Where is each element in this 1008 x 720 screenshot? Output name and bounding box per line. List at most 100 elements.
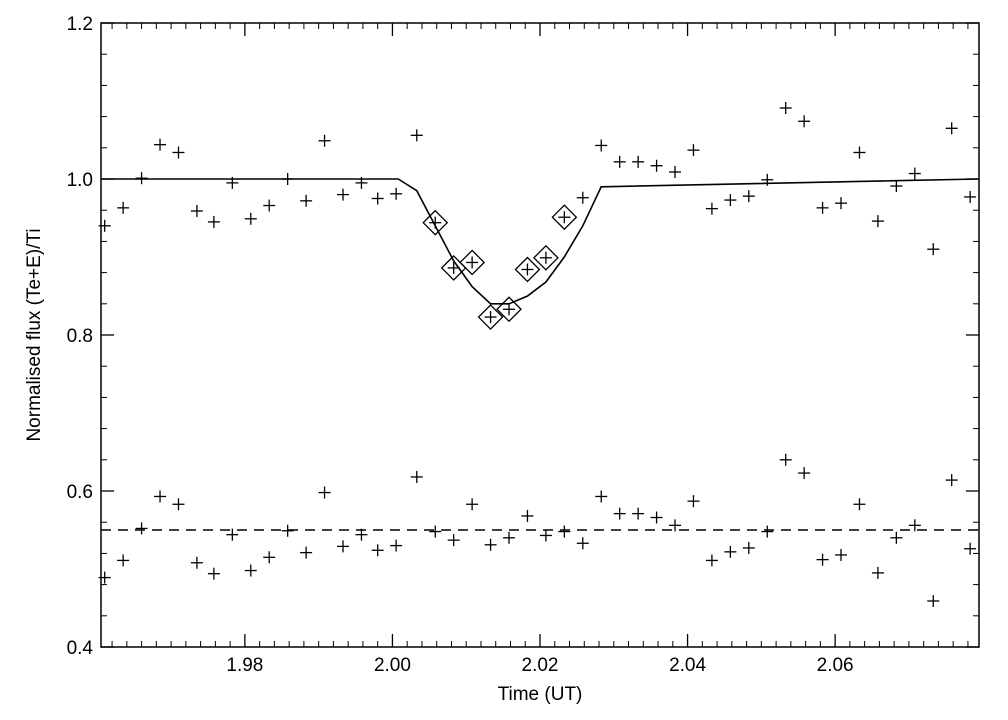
data-point-plus-0 [172, 146, 185, 159]
data-point-plus-0 [890, 180, 903, 193]
data-point-plus-0 [429, 216, 442, 229]
data-point-plus-0 [154, 138, 167, 151]
data-point-plus-1 [687, 495, 700, 508]
data-point-plus-0 [337, 188, 350, 201]
data-point-plus-1 [190, 556, 203, 569]
data-point-plus-0 [98, 219, 111, 232]
data-point-plus-0 [724, 194, 737, 207]
data-point-plus-0 [779, 102, 792, 115]
data-point-plus-0 [190, 204, 203, 217]
data-point-plus-0 [835, 197, 848, 210]
data-point-plus-1 [355, 528, 368, 541]
data-point-plus-1 [945, 474, 958, 487]
data-point-plus-0 [263, 199, 276, 212]
data-point-plus-0 [484, 311, 497, 324]
data-point-plus-1 [724, 545, 737, 558]
data-point-plus-1 [816, 553, 829, 566]
data-point-plus-1 [484, 538, 497, 551]
x-tick-label: 2.02 [522, 655, 559, 676]
data-point-plus-0 [816, 201, 829, 214]
data-point-plus-0 [135, 172, 148, 185]
data-point-plus-1 [503, 531, 516, 544]
data-point-plus-0 [355, 176, 368, 189]
in-transit-diamond-marker [514, 256, 541, 283]
data-point-plus-0 [318, 134, 331, 147]
data-point-plus-1 [207, 567, 220, 580]
data-point-plus-0 [613, 155, 626, 168]
data-point-plus-1 [908, 519, 921, 532]
data-point-plus-0 [371, 192, 384, 205]
data-point-plus-0 [761, 173, 774, 186]
y-tick-label: 0.8 [67, 326, 93, 347]
data-point-plus-1 [761, 525, 774, 538]
y-axis-label: Normalised flux (Te+E)/Ti [24, 228, 45, 441]
data-point-plus-0 [390, 187, 403, 200]
data-point-plus-0 [964, 190, 977, 203]
data-point-plus-0 [521, 263, 534, 276]
data-points [98, 102, 977, 607]
data-point-plus-1 [447, 534, 460, 547]
x-tick-label: 2.04 [669, 655, 706, 676]
data-point-plus-1 [595, 490, 608, 503]
data-point-plus-0 [466, 256, 479, 269]
data-point-plus-1 [742, 541, 755, 554]
data-point-plus-1 [371, 544, 384, 557]
y-tick-label: 1.2 [67, 14, 93, 35]
data-point-plus-0 [447, 261, 460, 274]
data-point-plus-0 [410, 129, 423, 142]
data-point-plus-0 [853, 146, 866, 159]
in-transit-diamond-marker [459, 249, 486, 276]
data-point-plus-0 [945, 122, 958, 135]
data-point-plus-1 [117, 554, 130, 567]
y-tick-label: 1.0 [67, 170, 93, 191]
data-point-plus-1 [798, 467, 811, 480]
data-point-plus-1 [558, 525, 571, 538]
data-point-plus-0 [595, 139, 608, 152]
tick-labels: 1.98 2.00 2.02 2.04 2.06 0.4 0.6 0.8 1.0 1.2 [67, 14, 854, 676]
in-transit-diamond-marker [496, 296, 522, 323]
data-point-plus-1 [650, 511, 663, 524]
data-point-plus-1 [281, 524, 294, 537]
data-point-plus-0 [207, 215, 220, 228]
data-point-plus-0 [503, 303, 516, 316]
data-point-plus-1 [263, 551, 276, 564]
data-point-plus-0 [908, 167, 921, 180]
data-point-plus-0 [632, 155, 645, 168]
data-point-plus-0 [927, 243, 940, 256]
transit-model-line [101, 178, 980, 305]
x-axis-label: Time (UT) [498, 684, 583, 705]
data-point-plus-0 [576, 191, 589, 204]
data-point-plus-0 [539, 251, 552, 264]
data-point-plus-1 [98, 571, 111, 584]
data-point-plus-1 [172, 498, 185, 511]
data-point-plus-1 [135, 522, 148, 535]
plot-frame [100, 22, 980, 648]
data-point-plus-1 [927, 594, 940, 607]
y-tick-label: 0.6 [67, 482, 93, 503]
data-point-plus-1 [779, 453, 792, 466]
data-point-plus-0 [705, 202, 718, 215]
data-point-plus-1 [429, 525, 442, 538]
data-point-plus-1 [466, 498, 479, 511]
data-point-plus-0 [558, 211, 571, 224]
data-point-plus-1 [539, 529, 552, 542]
in-transit-diamond-marker [477, 304, 504, 330]
data-point-plus-1 [871, 566, 884, 579]
data-point-plus-1 [669, 519, 682, 532]
data-point-plus-1 [853, 498, 866, 511]
data-point-plus-1 [835, 548, 848, 561]
model-lines [101, 178, 980, 531]
in-transit-diamond-marker [551, 204, 578, 231]
data-point-plus-1 [521, 509, 534, 522]
data-point-plus-1 [390, 539, 403, 552]
data-point-plus-1 [318, 486, 331, 499]
data-point-plus-0 [300, 194, 313, 207]
data-point-plus-0 [669, 165, 682, 178]
data-point-plus-0 [687, 144, 700, 157]
data-point-plus-0 [650, 159, 663, 172]
x-tick-label: 2.06 [817, 655, 854, 676]
data-point-plus-1 [226, 528, 239, 541]
y-tick-label: 0.4 [67, 638, 94, 659]
data-point-plus-1 [300, 546, 313, 559]
